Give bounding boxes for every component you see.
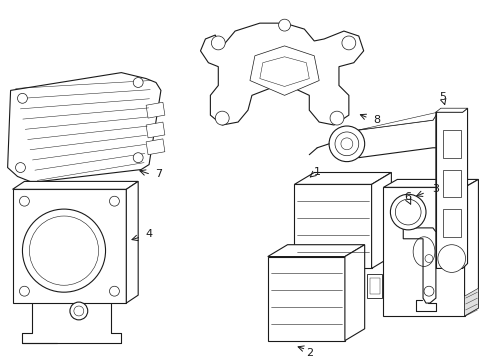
Circle shape <box>424 286 434 296</box>
Polygon shape <box>8 73 161 183</box>
Circle shape <box>341 138 353 150</box>
Polygon shape <box>146 102 165 118</box>
Circle shape <box>109 196 120 206</box>
Polygon shape <box>403 228 436 303</box>
Polygon shape <box>465 179 478 316</box>
Text: 5: 5 <box>440 92 446 102</box>
Text: 3: 3 <box>432 184 440 194</box>
Polygon shape <box>359 112 438 158</box>
Circle shape <box>16 163 25 172</box>
Circle shape <box>438 245 466 273</box>
Circle shape <box>133 153 143 163</box>
Polygon shape <box>13 189 126 303</box>
Text: 1: 1 <box>314 167 320 176</box>
Polygon shape <box>260 57 309 86</box>
Bar <box>443 209 461 237</box>
Polygon shape <box>268 257 345 341</box>
Bar <box>443 170 461 197</box>
Circle shape <box>425 255 433 262</box>
Text: 4: 4 <box>146 229 152 239</box>
Polygon shape <box>393 202 409 226</box>
Polygon shape <box>250 46 319 95</box>
Circle shape <box>211 36 225 50</box>
Text: 6: 6 <box>405 192 412 202</box>
Polygon shape <box>200 23 364 125</box>
Circle shape <box>133 77 143 87</box>
Polygon shape <box>13 181 138 189</box>
Circle shape <box>20 196 29 206</box>
Polygon shape <box>436 108 467 269</box>
Circle shape <box>330 111 344 125</box>
Polygon shape <box>294 172 392 184</box>
Polygon shape <box>436 108 467 112</box>
Circle shape <box>335 132 359 156</box>
Polygon shape <box>367 274 383 298</box>
Polygon shape <box>384 179 478 187</box>
Polygon shape <box>146 139 165 155</box>
Circle shape <box>215 111 229 125</box>
Polygon shape <box>369 278 380 294</box>
Text: 7: 7 <box>155 170 163 180</box>
Text: 8: 8 <box>373 115 380 125</box>
Polygon shape <box>294 184 371 269</box>
Polygon shape <box>345 245 365 341</box>
Circle shape <box>109 286 120 296</box>
Bar <box>443 130 461 158</box>
Polygon shape <box>371 172 392 269</box>
Polygon shape <box>384 187 465 316</box>
Circle shape <box>391 194 426 230</box>
Text: 2: 2 <box>306 347 313 357</box>
Circle shape <box>395 199 421 225</box>
Circle shape <box>23 209 105 292</box>
Circle shape <box>329 126 365 162</box>
Circle shape <box>29 216 98 285</box>
Circle shape <box>70 302 88 320</box>
Circle shape <box>342 36 356 50</box>
Polygon shape <box>268 245 365 257</box>
Circle shape <box>18 93 27 103</box>
Polygon shape <box>396 206 406 222</box>
Polygon shape <box>126 181 138 303</box>
Circle shape <box>20 286 29 296</box>
Polygon shape <box>465 288 478 316</box>
Polygon shape <box>146 122 165 138</box>
Polygon shape <box>359 112 443 130</box>
Circle shape <box>279 19 291 31</box>
Circle shape <box>74 306 84 316</box>
